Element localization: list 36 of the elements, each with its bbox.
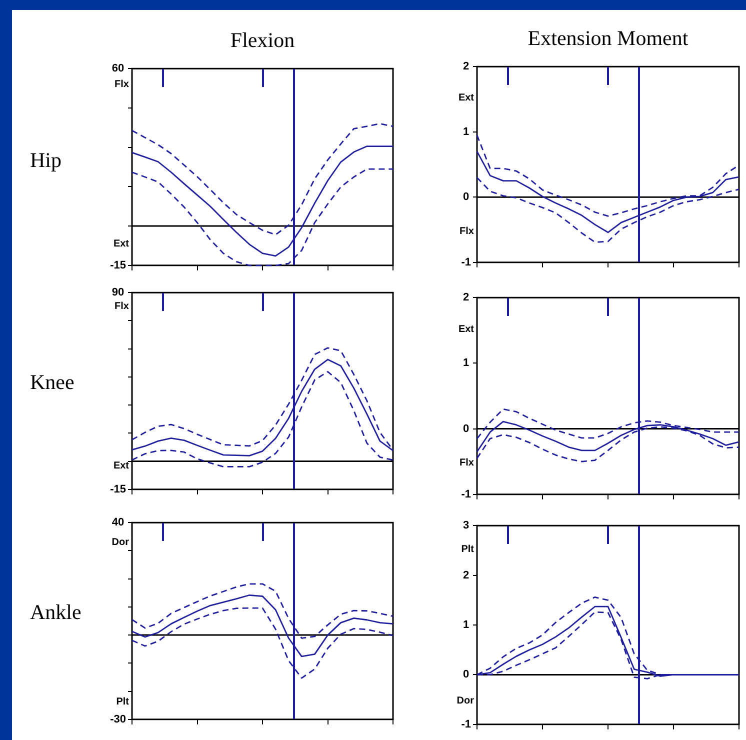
y-tick-label: 1 <box>463 126 470 138</box>
y-axis-title: Hip <box>30 148 62 173</box>
y-tick-label: 3 <box>463 520 470 532</box>
y-tick-label: 2 <box>463 292 470 304</box>
y-tick-label: 90 <box>112 286 124 299</box>
text: Ext <box>458 324 475 335</box>
y-tick-label: -15 <box>110 483 126 496</box>
chart-title: Flexion <box>230 28 295 53</box>
y-axis-title: Ankle <box>30 600 82 625</box>
y-tick-label: -1 <box>461 488 471 500</box>
text: Flx <box>114 79 130 90</box>
y-tick-label: 0 <box>463 191 470 204</box>
y-tick-label: 40 <box>112 516 124 529</box>
text: Flx <box>460 226 474 237</box>
text: Flx <box>460 458 474 469</box>
y-tick-label: 1 <box>463 619 470 632</box>
text: Dor <box>456 695 474 706</box>
y-tick-label: 60 <box>112 62 124 75</box>
y-tick-label: -30 <box>110 713 126 726</box>
y-tick-label: -1 <box>461 718 471 730</box>
y-tick-label: -15 <box>110 259 126 272</box>
y-tick-label: -1 <box>461 256 471 268</box>
chart-title: Extension Moment <box>528 26 688 51</box>
text: Plt <box>461 544 475 556</box>
text: Flx <box>114 301 130 312</box>
y-tick-label: 2 <box>463 60 470 73</box>
text: Ext <box>113 238 130 250</box>
text: Plt <box>116 696 130 708</box>
y-tick-label: 0 <box>463 422 470 435</box>
y-tick-label: 0 <box>463 668 470 681</box>
y-tick-label: 1 <box>463 357 470 370</box>
y-axis-title: Knee <box>30 370 74 395</box>
text: Dor <box>112 537 130 548</box>
text: Ext <box>113 460 130 472</box>
text: Ext <box>458 92 475 104</box>
y-tick-label: 2 <box>463 569 470 582</box>
